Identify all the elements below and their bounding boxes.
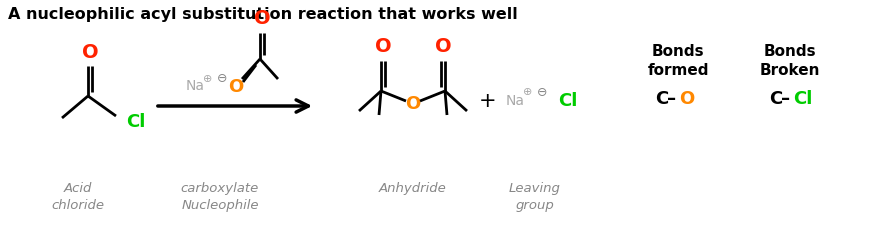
Text: Leaving
group: Leaving group bbox=[509, 182, 561, 212]
Text: O: O bbox=[254, 10, 271, 29]
Text: Acid
chloride: Acid chloride bbox=[51, 182, 104, 212]
Text: O: O bbox=[406, 95, 421, 113]
Text: Na: Na bbox=[186, 79, 205, 93]
Text: O: O bbox=[435, 38, 452, 57]
Text: ⊖: ⊖ bbox=[537, 85, 547, 99]
Text: O: O bbox=[228, 78, 244, 96]
Text: Bonds
formed: Bonds formed bbox=[647, 44, 709, 78]
Text: O: O bbox=[81, 42, 98, 61]
Text: +: + bbox=[479, 91, 497, 111]
Text: Cl: Cl bbox=[126, 113, 145, 131]
Text: A nucleophilic acyl substitution reaction that works well: A nucleophilic acyl substitution reactio… bbox=[8, 7, 518, 22]
Text: –: – bbox=[667, 90, 676, 108]
Text: C: C bbox=[655, 90, 668, 108]
Text: O: O bbox=[679, 90, 694, 108]
Text: Anhydride: Anhydride bbox=[379, 182, 447, 195]
Text: Cl: Cl bbox=[558, 92, 577, 110]
Text: –: – bbox=[781, 90, 790, 108]
Text: Na: Na bbox=[506, 94, 525, 108]
Text: Cl: Cl bbox=[793, 90, 812, 108]
Text: O: O bbox=[375, 38, 392, 57]
Text: carboxylate
Nucleophile: carboxylate Nucleophile bbox=[181, 182, 259, 212]
Text: ⊕: ⊕ bbox=[523, 87, 533, 97]
Text: ⊕: ⊕ bbox=[203, 74, 213, 84]
Text: C: C bbox=[769, 90, 782, 108]
Text: Bonds
Broken: Bonds Broken bbox=[759, 44, 820, 78]
Text: ⊖: ⊖ bbox=[217, 72, 227, 85]
